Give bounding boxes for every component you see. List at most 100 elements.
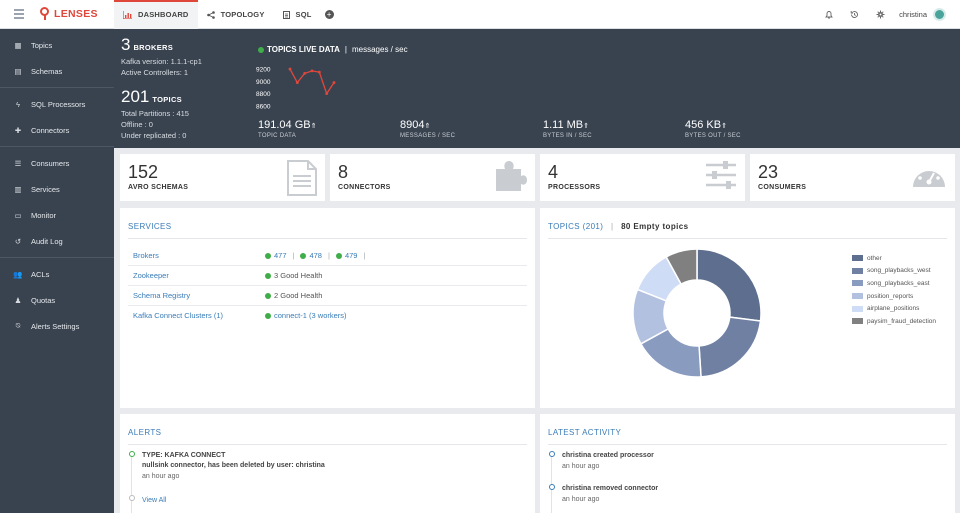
chart-legend: other song_playbacks_west song_playbacks_e… — [852, 252, 936, 328]
sidebar-item-consumers[interactable]: ☰ Consumers — [0, 150, 114, 176]
topics-label: TOPICS — [152, 95, 182, 104]
add-icon[interactable]: + — [324, 10, 334, 19]
bell-icon[interactable] — [825, 10, 833, 19]
avatar[interactable] — [933, 8, 946, 21]
legend-swatch — [852, 280, 863, 287]
sidebar-group-operations: ☰ Consumers ▥ Services ▭ Monitor ↺ Audit Log — [0, 147, 114, 258]
legend-item[interactable]: paysim_fraud_detection — [852, 315, 936, 328]
broker-id-link[interactable]: 478 — [309, 251, 322, 260]
cluster-overview: 3 BROKERS Kafka version: 1.1.1-cp1 Active… — [114, 29, 960, 148]
sidebar-item-schemas[interactable]: ▤ Schemas — [0, 58, 114, 84]
sidebar-group-admin: 👥 ACLs ♟ Quotas ⍉ Alerts Settings — [0, 258, 114, 342]
kpi-consumers[interactable]: 23 CONSUMERS — [750, 154, 955, 201]
activity-time: an hour ago — [562, 496, 600, 503]
sidebar-item-monitor[interactable]: ▭ Monitor — [0, 202, 114, 228]
activity-panel: LATEST ACTIVITY christina created proces… — [540, 414, 955, 513]
trend-up-icon: ⇑ — [310, 123, 317, 130]
y-tick-label: 8600 — [256, 103, 271, 110]
menu-icon[interactable] — [14, 9, 24, 19]
kpi-processors[interactable]: 4 PROCESSORS — [540, 154, 745, 201]
sidebar-item-topics[interactable]: ▦ Topics — [0, 32, 114, 58]
service-name-link[interactable]: Brokers — [133, 251, 159, 260]
puzzle-icon — [496, 161, 527, 191]
broker-id-link[interactable]: 479 — [344, 251, 358, 260]
kpi-connectors[interactable]: 8 CONNECTORS — [330, 154, 535, 201]
donut-slice-paysim-fraud-detection[interactable] — [665, 248, 698, 286]
y-tick-label: 8800 — [256, 91, 271, 98]
sidebar-item-audit-log[interactable]: ↺ Audit Log — [0, 228, 114, 254]
legend-label: song_playbacks_east — [867, 279, 930, 287]
kpi-value: 8 — [338, 162, 349, 182]
kpi-avro-schemas[interactable]: 152 AVRO SCHEMAS — [120, 154, 325, 201]
top-right-tools: christina — [808, 0, 946, 29]
service-row-connect-clusters: Kafka Connect Clusters (1) connect-1 (3 … — [128, 306, 527, 326]
service-name-link[interactable]: Zookeeper — [133, 271, 169, 280]
monitor-icon: ▭ — [14, 210, 22, 220]
sidebar-item-connectors[interactable]: ✚ Connectors — [0, 117, 114, 143]
donut-slice-other[interactable] — [696, 248, 762, 322]
legend-item[interactable]: position_reports — [852, 290, 936, 303]
legend-item[interactable]: other — [852, 252, 936, 265]
sidebar-item-alerts-settings[interactable]: ⍉ Alerts Settings — [0, 313, 114, 339]
legend-label: airplane_positions — [867, 305, 920, 313]
sidebar-item-services[interactable]: ▥ Services — [0, 176, 114, 202]
activity-text: christina removed connector — [562, 485, 659, 492]
metric-value: 1.11 MB — [543, 119, 584, 131]
metric-bytes-out: 456 KB⇑ BYTES OUT / SEC — [685, 119, 741, 139]
alert-off-icon: ⍉ — [15, 321, 21, 330]
sidebar-item-label: Services — [31, 184, 60, 194]
service-name-link[interactable]: Kafka Connect Clusters (1) — [133, 311, 224, 320]
legend-label: paysim_fraud_detection — [867, 317, 937, 325]
y-tick-label: 9200 — [256, 67, 271, 74]
tab-topology[interactable]: TOPOLOGY — [198, 0, 274, 29]
topics-title-link[interactable]: TOPICS (201) — [548, 222, 604, 231]
history-icon[interactable] — [850, 10, 859, 19]
sidebar-item-sql-processors[interactable]: ϟ SQL Processors — [0, 91, 114, 117]
activity-item[interactable]: christina created processor an hour ago — [549, 451, 654, 472]
active-controllers: Active Controllers: 1 — [121, 68, 189, 77]
service-name-link[interactable]: Schema Registry — [133, 291, 191, 300]
metric-label: BYTES IN / SEC — [543, 133, 592, 139]
data-point — [295, 81, 299, 84]
tab-label: SQL — [295, 10, 312, 19]
metric-label: BYTES OUT / SEC — [685, 133, 741, 139]
health-dot — [300, 252, 307, 259]
sidebar-item-acls[interactable]: 👥 ACLs — [0, 261, 114, 287]
tab-dashboard[interactable]: DASHBOARD — [114, 0, 198, 29]
app-name: LENSES — [54, 7, 98, 20]
gear-icon[interactable] — [876, 10, 885, 19]
metric-label: MESSAGES / SEC — [400, 133, 456, 139]
activity-item[interactable]: christina removed connector an hour ago — [549, 484, 659, 505]
view-all-link[interactable]: View All — [142, 497, 167, 504]
sidebar-item-label: Connectors — [31, 125, 70, 135]
series-line — [289, 68, 335, 96]
divider — [128, 238, 527, 239]
view-all-dot — [129, 495, 135, 501]
legend-item[interactable]: airplane_positions — [852, 302, 936, 315]
trend-up-icon: ⇑ — [424, 123, 431, 130]
sidebar-item-label: Alerts Settings — [31, 321, 80, 331]
tab-sql[interactable]: SQL — [274, 0, 321, 29]
donut-slice-song-playbacks-west[interactable] — [698, 316, 762, 378]
sidebar-item-quotas[interactable]: ♟ Quotas — [0, 287, 114, 313]
divider — [548, 238, 947, 239]
legend-item[interactable]: song_playbacks_east — [852, 277, 936, 290]
service-row-zookeeper: Zookeeper 3 Good Health — [128, 266, 527, 286]
metric-topic-data: 191.04 GB⇑ TOPIC DATA — [258, 119, 316, 139]
kpi-value: 152 — [128, 162, 159, 182]
alert-item[interactable]: TYPE: KAFKA CONNECT nullsink connector, … — [129, 451, 325, 482]
separator: | — [292, 251, 295, 260]
app-logo[interactable]: LENSES — [40, 7, 98, 20]
legend-item[interactable]: song_playbacks_west — [852, 265, 936, 278]
tab-label: TOPOLOGY — [220, 10, 265, 19]
users-icon: 👥 — [13, 269, 23, 279]
activity-dot — [549, 484, 555, 490]
divider — [548, 444, 947, 445]
kafka-version: Kafka version: 1.1.1-cp1 — [121, 57, 202, 66]
broker-id-link[interactable]: 477 — [274, 251, 287, 260]
view-all-alerts[interactable]: View All — [129, 495, 167, 506]
topics-panel: TOPICS (201) | 80 Empty topics other song… — [540, 208, 955, 408]
sliders-icon: ☰ — [14, 158, 22, 168]
user-name[interactable]: christina — [899, 10, 927, 19]
connect-cluster-link[interactable]: connect-1 (3 workers) — [274, 311, 347, 320]
